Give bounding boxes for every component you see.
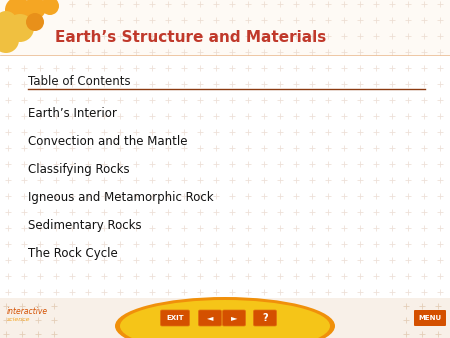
Text: Classifying Rocks: Classifying Rocks — [28, 163, 130, 176]
FancyBboxPatch shape — [198, 310, 221, 326]
Text: Convection and the Mantle: Convection and the Mantle — [28, 135, 188, 148]
Text: Earth’s Structure and Materials: Earth’s Structure and Materials — [55, 30, 326, 46]
Text: interactive: interactive — [7, 307, 48, 316]
Circle shape — [26, 13, 44, 31]
Text: The Rock Cycle: The Rock Cycle — [28, 247, 118, 260]
Text: ?: ? — [262, 313, 268, 323]
Text: Table of Contents: Table of Contents — [28, 75, 130, 88]
Circle shape — [0, 27, 19, 53]
Text: ◄: ◄ — [207, 314, 213, 322]
Text: Sedimentary Rocks: Sedimentary Rocks — [28, 219, 142, 232]
Text: science: science — [7, 317, 31, 322]
FancyBboxPatch shape — [222, 310, 246, 326]
Text: EXIT: EXIT — [166, 315, 184, 321]
Circle shape — [5, 0, 31, 23]
Ellipse shape — [115, 297, 335, 338]
Bar — [0, 298, 450, 338]
Circle shape — [24, 0, 46, 19]
Text: MENU: MENU — [418, 315, 441, 321]
Text: ►: ► — [231, 314, 237, 322]
Circle shape — [6, 14, 34, 42]
Ellipse shape — [120, 300, 330, 338]
FancyBboxPatch shape — [253, 310, 276, 326]
FancyBboxPatch shape — [414, 310, 446, 326]
Bar — [0, 0, 450, 55]
Text: Igneous and Metamorphic Rock: Igneous and Metamorphic Rock — [28, 191, 214, 204]
Circle shape — [41, 0, 59, 15]
Circle shape — [0, 11, 17, 33]
FancyBboxPatch shape — [161, 310, 189, 326]
Text: Earth’s Interior: Earth’s Interior — [28, 107, 117, 120]
